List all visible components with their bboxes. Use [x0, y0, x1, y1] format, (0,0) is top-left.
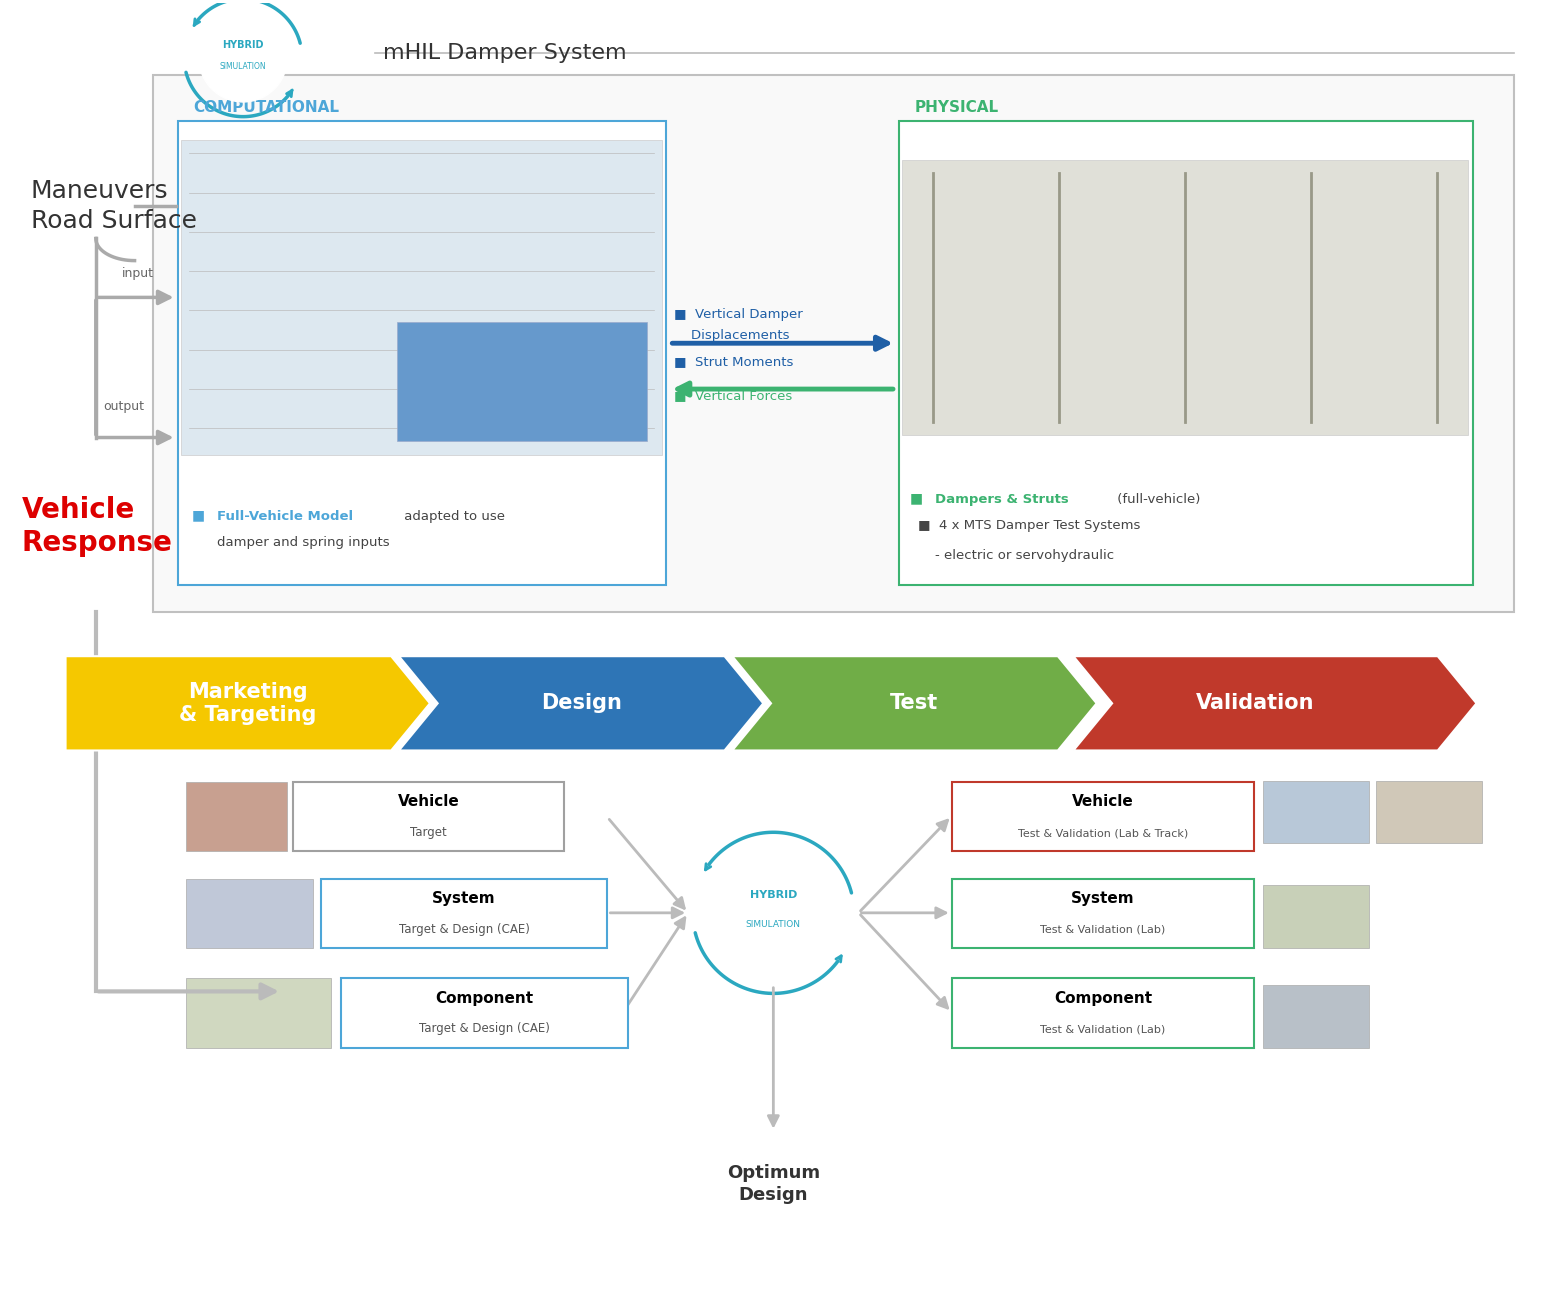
Polygon shape	[65, 656, 429, 751]
Ellipse shape	[713, 852, 834, 973]
Text: Test & Validation (Lab & Track): Test & Validation (Lab & Track)	[1018, 828, 1187, 838]
Text: Test: Test	[890, 693, 938, 713]
FancyBboxPatch shape	[185, 878, 313, 948]
Text: PHYSICAL: PHYSICAL	[915, 100, 999, 116]
FancyBboxPatch shape	[899, 121, 1472, 585]
Text: Target & Design (CAE): Target & Design (CAE)	[398, 923, 529, 936]
Text: Target: Target	[409, 826, 447, 839]
FancyBboxPatch shape	[185, 978, 331, 1048]
FancyBboxPatch shape	[1263, 885, 1369, 948]
Text: System: System	[1071, 892, 1134, 906]
Text: - electric or servohydraulic: - electric or servohydraulic	[918, 548, 1114, 562]
FancyBboxPatch shape	[341, 978, 627, 1048]
Ellipse shape	[199, 13, 288, 103]
Text: Test & Validation (Lab): Test & Validation (Lab)	[1041, 1024, 1165, 1035]
Text: output: output	[104, 400, 145, 413]
Text: adapted to use: adapted to use	[400, 510, 504, 522]
Text: input: input	[123, 267, 154, 280]
Text: Maneuvers
Road Surface: Maneuvers Road Surface	[31, 179, 196, 233]
Text: Vehicle: Vehicle	[1072, 794, 1134, 809]
Text: Marketing
& Targeting: Marketing & Targeting	[179, 681, 316, 725]
Text: Displacements: Displacements	[674, 329, 789, 342]
Polygon shape	[398, 656, 764, 751]
FancyBboxPatch shape	[321, 878, 607, 948]
Text: Dampers & Struts: Dampers & Struts	[935, 493, 1069, 505]
FancyBboxPatch shape	[152, 75, 1514, 611]
FancyBboxPatch shape	[1377, 781, 1481, 843]
FancyBboxPatch shape	[952, 878, 1254, 948]
Text: Component: Component	[1053, 990, 1151, 1006]
Text: Design: Design	[540, 693, 621, 713]
FancyBboxPatch shape	[180, 141, 661, 455]
Text: SIMULATION: SIMULATION	[745, 920, 801, 930]
FancyBboxPatch shape	[952, 782, 1254, 851]
FancyBboxPatch shape	[902, 160, 1467, 435]
Text: Target & Design (CAE): Target & Design (CAE)	[419, 1023, 549, 1035]
Text: COMPUTATIONAL: COMPUTATIONAL	[193, 100, 339, 116]
Text: mHIL Damper System: mHIL Damper System	[383, 42, 626, 63]
Text: Full-Vehicle Model: Full-Vehicle Model	[216, 510, 353, 522]
Text: HYBRID: HYBRID	[750, 890, 797, 899]
Text: Vehicle
Response: Vehicle Response	[22, 496, 173, 556]
Text: Optimum
Design: Optimum Design	[727, 1164, 820, 1205]
FancyBboxPatch shape	[293, 782, 563, 851]
FancyBboxPatch shape	[952, 978, 1254, 1048]
FancyBboxPatch shape	[1263, 985, 1369, 1048]
Text: damper and spring inputs: damper and spring inputs	[216, 535, 389, 548]
Text: ■: ■	[910, 492, 927, 505]
Text: SIMULATION: SIMULATION	[219, 62, 266, 71]
Text: Component: Component	[436, 990, 534, 1006]
FancyBboxPatch shape	[1263, 781, 1369, 843]
Text: System: System	[433, 892, 496, 906]
FancyBboxPatch shape	[177, 121, 666, 585]
Text: ■  Strut Moments: ■ Strut Moments	[674, 355, 794, 368]
Text: ■: ■	[191, 509, 210, 522]
Text: ■  Vertical Forces: ■ Vertical Forces	[674, 389, 792, 402]
FancyBboxPatch shape	[185, 782, 286, 851]
Text: ■  4 x MTS Damper Test Systems: ■ 4 x MTS Damper Test Systems	[918, 519, 1141, 531]
Text: (full-vehicle): (full-vehicle)	[1113, 493, 1200, 505]
Polygon shape	[1074, 656, 1477, 751]
Polygon shape	[733, 656, 1097, 751]
FancyBboxPatch shape	[397, 322, 647, 442]
Text: Test & Validation (Lab): Test & Validation (Lab)	[1041, 924, 1165, 935]
Text: Vehicle: Vehicle	[397, 794, 459, 809]
Text: Validation: Validation	[1197, 693, 1315, 713]
Text: ■  Vertical Damper: ■ Vertical Damper	[674, 308, 803, 321]
Text: HYBRID: HYBRID	[223, 39, 265, 50]
